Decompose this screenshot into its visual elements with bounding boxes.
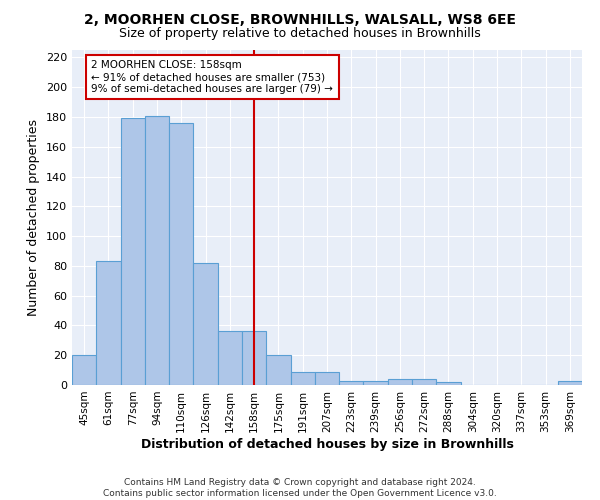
Bar bbox=[96, 262, 121, 385]
Bar bbox=[72, 355, 96, 385]
Bar bbox=[290, 372, 315, 385]
Text: 2 MOORHEN CLOSE: 158sqm
← 91% of detached houses are smaller (753)
9% of semi-de: 2 MOORHEN CLOSE: 158sqm ← 91% of detache… bbox=[91, 60, 334, 94]
Text: Size of property relative to detached houses in Brownhills: Size of property relative to detached ho… bbox=[119, 28, 481, 40]
Bar bbox=[121, 118, 145, 385]
Bar bbox=[436, 382, 461, 385]
Bar bbox=[412, 379, 436, 385]
Bar bbox=[388, 379, 412, 385]
Text: Contains HM Land Registry data © Crown copyright and database right 2024.
Contai: Contains HM Land Registry data © Crown c… bbox=[103, 478, 497, 498]
Bar bbox=[218, 332, 242, 385]
Bar bbox=[315, 372, 339, 385]
Bar bbox=[266, 355, 290, 385]
Text: 2, MOORHEN CLOSE, BROWNHILLS, WALSALL, WS8 6EE: 2, MOORHEN CLOSE, BROWNHILLS, WALSALL, W… bbox=[84, 12, 516, 26]
Bar bbox=[145, 116, 169, 385]
Bar bbox=[558, 380, 582, 385]
Bar bbox=[364, 380, 388, 385]
Bar bbox=[339, 380, 364, 385]
Bar bbox=[193, 263, 218, 385]
Bar bbox=[242, 332, 266, 385]
Bar bbox=[169, 123, 193, 385]
Y-axis label: Number of detached properties: Number of detached properties bbox=[28, 119, 40, 316]
X-axis label: Distribution of detached houses by size in Brownhills: Distribution of detached houses by size … bbox=[140, 438, 514, 450]
